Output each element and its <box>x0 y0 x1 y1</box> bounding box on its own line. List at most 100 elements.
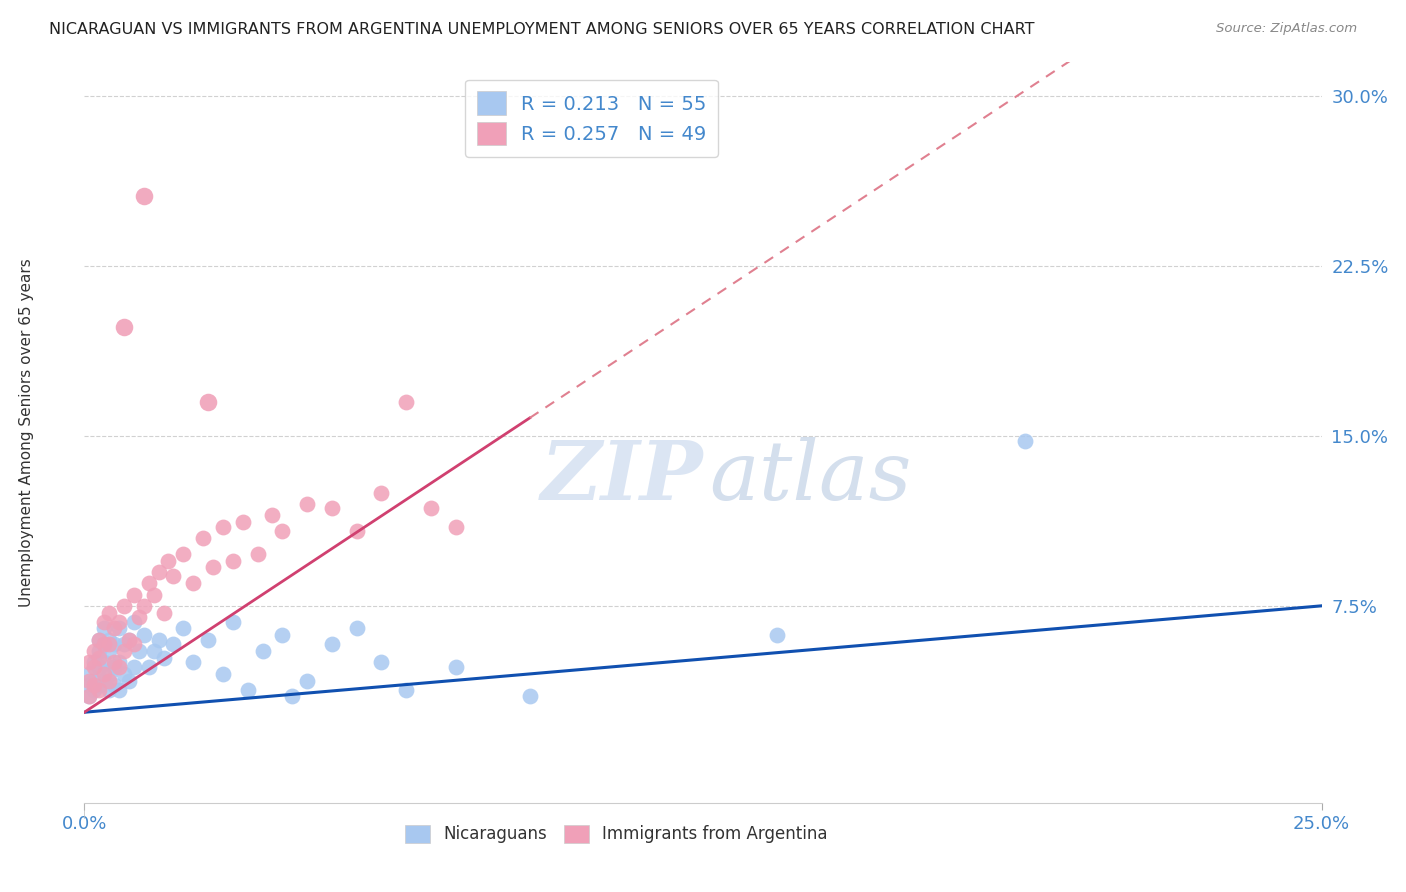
Point <box>83 678 105 692</box>
Point <box>444 519 467 533</box>
Point <box>138 576 160 591</box>
Point <box>128 610 150 624</box>
Legend: Nicaraguans, Immigrants from Argentina: Nicaraguans, Immigrants from Argentina <box>398 818 834 850</box>
Point <box>321 501 343 516</box>
Point <box>172 547 194 561</box>
Point <box>197 632 219 647</box>
Point <box>108 615 131 629</box>
Point <box>295 497 318 511</box>
Point <box>112 644 135 658</box>
Point <box>103 678 125 692</box>
Point <box>148 565 170 579</box>
Point <box>98 644 121 658</box>
Point <box>103 660 125 674</box>
Point <box>93 673 115 688</box>
Point <box>370 656 392 670</box>
Point <box>202 560 225 574</box>
Point <box>98 637 121 651</box>
Point <box>132 628 155 642</box>
Point <box>281 690 304 704</box>
Point <box>93 615 115 629</box>
Point <box>89 660 111 674</box>
Point <box>93 666 115 681</box>
Point <box>79 678 101 692</box>
Point <box>162 637 184 651</box>
Point <box>132 189 155 203</box>
Point <box>222 615 245 629</box>
Point <box>79 690 101 704</box>
Point <box>142 644 165 658</box>
Point <box>89 651 111 665</box>
Point <box>103 656 125 670</box>
Point <box>222 553 245 567</box>
Y-axis label: Unemployment Among Seniors over 65 years: Unemployment Among Seniors over 65 years <box>18 259 34 607</box>
Point <box>157 553 180 567</box>
Point <box>295 673 318 688</box>
Point <box>103 622 125 636</box>
Point <box>118 632 141 647</box>
Point <box>370 485 392 500</box>
Text: NICARAGUAN VS IMMIGRANTS FROM ARGENTINA UNEMPLOYMENT AMONG SENIORS OVER 65 YEARS: NICARAGUAN VS IMMIGRANTS FROM ARGENTINA … <box>49 22 1035 37</box>
Point <box>93 622 115 636</box>
Point <box>98 673 121 688</box>
Point <box>395 682 418 697</box>
Point <box>108 622 131 636</box>
Point <box>262 508 284 523</box>
Point <box>419 501 441 516</box>
Point <box>271 628 294 642</box>
Point <box>232 515 254 529</box>
Point <box>271 524 294 538</box>
Point <box>236 682 259 697</box>
Point <box>181 656 204 670</box>
Point <box>246 547 269 561</box>
Point <box>108 656 131 670</box>
Point <box>98 606 121 620</box>
Point <box>103 637 125 651</box>
Point <box>122 637 145 651</box>
Point <box>519 690 541 704</box>
Point <box>172 622 194 636</box>
Point <box>83 682 105 697</box>
Point <box>122 587 145 601</box>
Point <box>321 637 343 651</box>
Point <box>162 569 184 583</box>
Point <box>252 644 274 658</box>
Point <box>79 666 101 681</box>
Point <box>152 651 174 665</box>
Point <box>79 690 101 704</box>
Point <box>444 660 467 674</box>
Point <box>83 660 105 674</box>
Point <box>112 599 135 613</box>
Point <box>98 666 121 681</box>
Point <box>89 632 111 647</box>
Point <box>212 519 235 533</box>
Point <box>79 656 101 670</box>
Point <box>79 673 101 688</box>
Point <box>93 637 115 651</box>
Point <box>1014 434 1036 448</box>
Point <box>83 644 105 658</box>
Point <box>122 660 145 674</box>
Point <box>766 628 789 642</box>
Point <box>83 673 105 688</box>
Point <box>181 576 204 591</box>
Point <box>108 682 131 697</box>
Point <box>395 395 418 409</box>
Point <box>138 660 160 674</box>
Point <box>118 673 141 688</box>
Point <box>98 682 121 697</box>
Point <box>122 615 145 629</box>
Point <box>89 644 111 658</box>
Point <box>89 632 111 647</box>
Point <box>152 606 174 620</box>
Point <box>89 682 111 697</box>
Point <box>132 599 155 613</box>
Point <box>118 632 141 647</box>
Point <box>197 395 219 409</box>
Point <box>89 678 111 692</box>
Point <box>112 637 135 651</box>
Text: atlas: atlas <box>709 437 911 517</box>
Point <box>142 587 165 601</box>
Text: ZIP: ZIP <box>540 437 703 517</box>
Point <box>112 666 135 681</box>
